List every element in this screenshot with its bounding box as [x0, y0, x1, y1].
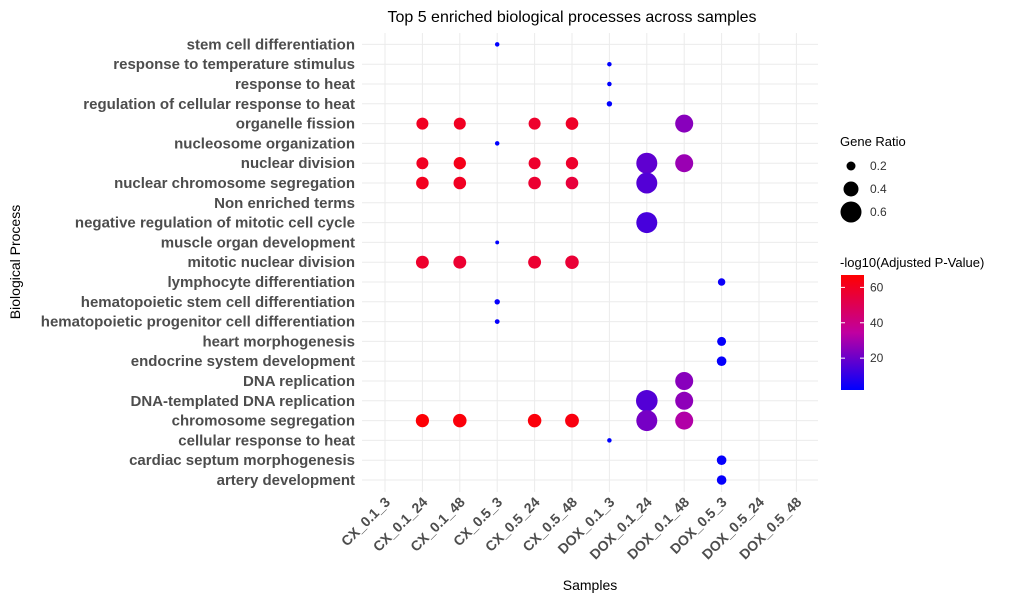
y-tick-cardiac-septum-morphogenesis: cardiac septum morphogenesis: [129, 452, 355, 469]
point-dox-0-5-3-cardiac-septum-morphogenesis: [716, 455, 727, 466]
y-tick-endocrine-system-development: endocrine system development: [131, 353, 355, 370]
y-tick-heart-morphogenesis: heart morphogenesis: [202, 333, 355, 350]
y-tick-nuclear-chromosome-segregation: nuclear chromosome segregation: [114, 175, 355, 192]
point-dox-0-5-3-artery-development: [716, 475, 727, 485]
point-cx-0-5-3-muscle-organ-development: [495, 240, 500, 245]
y-tick-hematopoietic-stem-cell-differentiation: hematopoietic stem cell differentiation: [81, 294, 355, 311]
grid-lines: [362, 33, 818, 492]
point-cx-0-1-24-organelle-fission: [416, 117, 429, 130]
color-legend-label-2: 60: [870, 280, 884, 294]
size-legend-key-1: [843, 181, 859, 197]
y-tick-chromosome-segregation: chromosome segregation: [172, 413, 355, 430]
point-cx-0-5-48-mitotic-nuclear-division: [565, 255, 579, 269]
size-legend-key-0: [846, 161, 856, 171]
point-dox-0-5-3-lymphocyte-differentiation: [717, 278, 726, 286]
point-dox-0-1-3-response-to-temperature-stimulus: [607, 61, 612, 67]
y-tick-lymphocyte-differentiation: lymphocyte differentiation: [167, 274, 355, 291]
size-legend-key-2: [840, 201, 862, 223]
color-legend-label-1: 40: [870, 316, 884, 330]
point-cx-0-1-48-nuclear-division: [453, 157, 466, 170]
point-cx-0-5-24-chromosome-segregation: [527, 413, 542, 428]
point-cx-0-5-48-nuclear-division: [565, 157, 579, 170]
y-tick-artery-development: artery development: [217, 472, 355, 489]
point-dox-0-1-3-regulation-of-cellular-response-to-heat: [606, 101, 613, 107]
point-cx-0-5-3-hematopoietic-progenitor-cell-differentiation: [494, 319, 500, 324]
point-dox-0-1-24-nuclear-division: [636, 152, 658, 174]
y-tick-dna-templated-dna-replication: DNA-templated DNA replication: [131, 393, 355, 410]
y-tick-stem-cell-differentiation: stem cell differentiation: [187, 36, 355, 53]
point-cx-0-1-24-nuclear-chromosome-segregation: [416, 176, 429, 190]
point-cx-0-5-24-mitotic-nuclear-division: [528, 255, 542, 269]
size-legend-label-0: 0.2: [870, 159, 887, 173]
point-cx-0-5-48-nuclear-chromosome-segregation: [565, 176, 579, 190]
point-dox-0-5-3-endocrine-system-development: [716, 356, 727, 367]
y-tick-cellular-response-to-heat: cellular response to heat: [178, 432, 355, 449]
point-cx-0-5-24-nuclear-division: [528, 157, 541, 170]
y-tick-hematopoietic-progenitor-cell-differentiation: hematopoietic progenitor cell differenti…: [41, 314, 355, 331]
y-axis-label: Biological Process: [7, 205, 23, 319]
x-axis-label: Samples: [563, 577, 617, 593]
point-cx-0-1-48-nuclear-chromosome-segregation: [453, 176, 467, 190]
color-legend-bar: [841, 275, 864, 390]
point-dox-0-1-48-dna-replication: [675, 372, 694, 390]
y-tick-response-to-temperature-stimulus: response to temperature stimulus: [113, 56, 355, 73]
color-legend: -log10(Adjusted P-Value) 20 40 60: [840, 255, 984, 390]
size-legend-label-2: 0.6: [870, 205, 887, 219]
point-cx-0-1-48-chromosome-segregation: [453, 413, 467, 428]
point-cx-0-5-24-organelle-fission: [528, 117, 541, 130]
point-cx-0-5-48-organelle-fission: [565, 117, 579, 130]
point-dox-0-5-3-heart-morphogenesis: [717, 336, 727, 346]
color-legend-label-0: 20: [870, 351, 884, 365]
point-dox-0-1-24-chromosome-segregation: [636, 410, 658, 432]
point-dox-0-1-48-organelle-fission: [675, 114, 694, 133]
point-dox-0-1-24-nuclear-chromosome-segregation: [636, 172, 658, 194]
point-cx-0-1-24-nuclear-division: [416, 157, 429, 170]
size-legend: Gene Ratio 0.2 0.4 0.6: [840, 134, 906, 223]
y-tick-regulation-of-cellular-response-to-heat: regulation of cellular response to heat: [83, 96, 355, 113]
y-tick-dna-replication: DNA replication: [243, 373, 355, 390]
y-tick-mitotic-nuclear-division: mitotic nuclear division: [187, 254, 355, 271]
y-tick-muscle-organ-development: muscle organ development: [161, 234, 355, 251]
point-cx-0-5-3-stem-cell-differentiation: [494, 42, 500, 47]
chart-title: Top 5 enriched biological processes acro…: [387, 9, 756, 26]
point-cx-0-5-3-nucleosome-organization: [494, 141, 500, 146]
point-dox-0-1-48-nuclear-division: [675, 154, 694, 173]
y-tick-nuclear-division: nuclear division: [241, 155, 355, 172]
point-cx-0-5-48-chromosome-segregation: [565, 413, 579, 428]
point-dox-0-1-24-negative-regulation-of-mitotic-cell-cycle: [636, 212, 658, 234]
point-cx-0-1-24-chromosome-segregation: [415, 414, 429, 428]
y-tick-nucleosome-organization: nucleosome organization: [174, 135, 355, 152]
data-points: [415, 42, 727, 485]
y-tick-labels: artery development cardiac septum morphog…: [41, 36, 355, 489]
y-tick-non-enriched-terms: Non enriched terms: [214, 195, 355, 212]
point-dox-0-1-24-dna-templated-dna-replication: [636, 390, 658, 412]
point-cx-0-1-48-organelle-fission: [453, 117, 466, 130]
y-tick-negative-regulation-of-mitotic-cell-cycle: negative regulation of mitotic cell cycl…: [75, 215, 355, 232]
point-dox-0-1-3-response-to-heat: [607, 81, 612, 87]
point-dox-0-1-3-cellular-response-to-heat: [607, 438, 612, 443]
point-cx-0-1-48-mitotic-nuclear-division: [453, 255, 467, 269]
point-cx-0-1-24-mitotic-nuclear-division: [415, 255, 429, 269]
point-cx-0-5-3-hematopoietic-stem-cell-differentiation: [494, 299, 500, 305]
x-tick-labels: CX_0.1_3CX_0.1_24CX_0.1_48CX_0.5_3CX_0.5…: [338, 494, 805, 563]
point-dox-0-1-48-dna-templated-dna-replication: [675, 391, 694, 410]
y-tick-response-to-heat: response to heat: [235, 76, 355, 93]
size-legend-title: Gene Ratio: [840, 134, 906, 149]
point-dox-0-1-48-chromosome-segregation: [675, 411, 694, 430]
size-legend-label-1: 0.4: [870, 182, 887, 196]
color-legend-title: -log10(Adjusted P-Value): [840, 255, 984, 270]
point-cx-0-5-24-nuclear-chromosome-segregation: [528, 176, 541, 190]
y-tick-organelle-fission: organelle fission: [236, 116, 355, 133]
